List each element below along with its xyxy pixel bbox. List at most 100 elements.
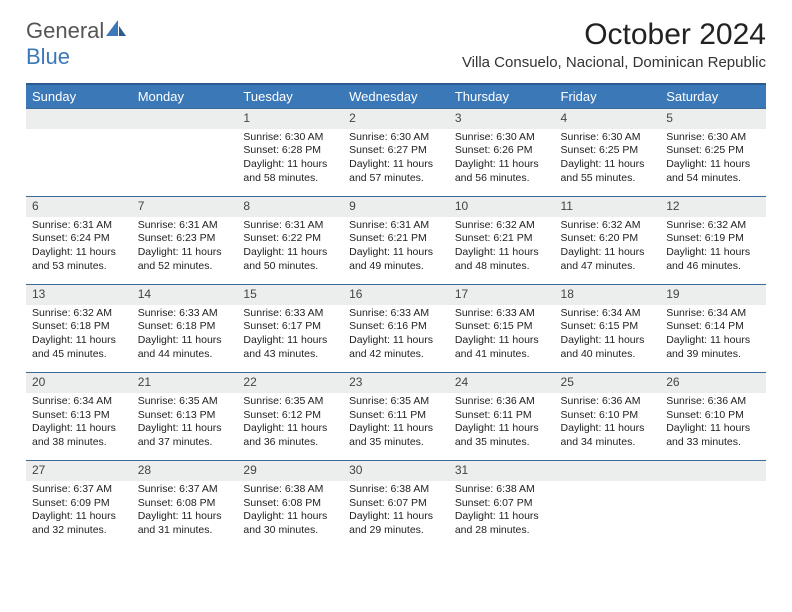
daylight-text: Daylight: 11 hours and 45 minutes.	[32, 334, 126, 361]
day-number: 15	[237, 285, 343, 305]
sunrise-text: Sunrise: 6:36 AM	[666, 395, 760, 409]
day-number: 27	[26, 461, 132, 481]
day-number: 3	[449, 109, 555, 129]
day-cell: Sunrise: 6:38 AMSunset: 6:07 PMDaylight:…	[449, 481, 555, 549]
day-number: 18	[555, 285, 661, 305]
day-cell: Sunrise: 6:30 AMSunset: 6:25 PMDaylight:…	[555, 129, 661, 197]
brand-logo: General Blue	[26, 18, 128, 70]
daynum-row: 2728293031	[26, 461, 766, 481]
day-number	[555, 461, 661, 481]
data-row: Sunrise: 6:34 AMSunset: 6:13 PMDaylight:…	[26, 393, 766, 461]
day-cell: Sunrise: 6:34 AMSunset: 6:15 PMDaylight:…	[555, 305, 661, 373]
sunrise-text: Sunrise: 6:33 AM	[349, 307, 443, 321]
sunrise-text: Sunrise: 6:31 AM	[138, 219, 232, 233]
day-number: 8	[237, 197, 343, 217]
daylight-text: Daylight: 11 hours and 38 minutes.	[32, 422, 126, 449]
daylight-text: Daylight: 11 hours and 40 minutes.	[561, 334, 655, 361]
sunset-text: Sunset: 6:08 PM	[138, 497, 232, 511]
data-row: Sunrise: 6:30 AMSunset: 6:28 PMDaylight:…	[26, 129, 766, 197]
calendar-table: Sunday Monday Tuesday Wednesday Thursday…	[26, 83, 766, 549]
sunset-text: Sunset: 6:11 PM	[349, 409, 443, 423]
daylight-text: Daylight: 11 hours and 46 minutes.	[666, 246, 760, 273]
sunset-text: Sunset: 6:21 PM	[349, 232, 443, 246]
day-number: 7	[132, 197, 238, 217]
day-number: 26	[660, 373, 766, 393]
sunrise-text: Sunrise: 6:33 AM	[455, 307, 549, 321]
brand-part2: Blue	[26, 44, 70, 69]
day-cell: Sunrise: 6:35 AMSunset: 6:11 PMDaylight:…	[343, 393, 449, 461]
sunrise-text: Sunrise: 6:37 AM	[138, 483, 232, 497]
day-number	[26, 109, 132, 129]
daylight-text: Daylight: 11 hours and 33 minutes.	[666, 422, 760, 449]
sunset-text: Sunset: 6:26 PM	[455, 144, 549, 158]
day-number: 19	[660, 285, 766, 305]
sunset-text: Sunset: 6:27 PM	[349, 144, 443, 158]
daylight-text: Daylight: 11 hours and 35 minutes.	[349, 422, 443, 449]
day-cell: Sunrise: 6:33 AMSunset: 6:15 PMDaylight:…	[449, 305, 555, 373]
day-number: 6	[26, 197, 132, 217]
daynum-row: 12345	[26, 109, 766, 129]
daylight-text: Daylight: 11 hours and 50 minutes.	[243, 246, 337, 273]
sunrise-text: Sunrise: 6:34 AM	[561, 307, 655, 321]
day-number: 5	[660, 109, 766, 129]
sunset-text: Sunset: 6:22 PM	[243, 232, 337, 246]
data-row: Sunrise: 6:32 AMSunset: 6:18 PMDaylight:…	[26, 305, 766, 373]
daylight-text: Daylight: 11 hours and 37 minutes.	[138, 422, 232, 449]
day-header: Tuesday	[237, 84, 343, 109]
sunrise-text: Sunrise: 6:36 AM	[455, 395, 549, 409]
sunset-text: Sunset: 6:19 PM	[666, 232, 760, 246]
brand-name: General Blue	[26, 18, 128, 70]
sail-icon	[104, 18, 128, 38]
day-header: Thursday	[449, 84, 555, 109]
daylight-text: Daylight: 11 hours and 34 minutes.	[561, 422, 655, 449]
day-number: 30	[343, 461, 449, 481]
daynum-row: 6789101112	[26, 197, 766, 217]
sunset-text: Sunset: 6:10 PM	[666, 409, 760, 423]
sunset-text: Sunset: 6:24 PM	[32, 232, 126, 246]
sunrise-text: Sunrise: 6:32 AM	[32, 307, 126, 321]
sunset-text: Sunset: 6:15 PM	[561, 320, 655, 334]
sunset-text: Sunset: 6:15 PM	[455, 320, 549, 334]
day-cell: Sunrise: 6:37 AMSunset: 6:09 PMDaylight:…	[26, 481, 132, 549]
sunrise-text: Sunrise: 6:30 AM	[666, 131, 760, 145]
sunset-text: Sunset: 6:07 PM	[349, 497, 443, 511]
daylight-text: Daylight: 11 hours and 53 minutes.	[32, 246, 126, 273]
sunrise-text: Sunrise: 6:30 AM	[243, 131, 337, 145]
sunset-text: Sunset: 6:25 PM	[561, 144, 655, 158]
page-header: General Blue October 2024 Villa Consuelo…	[26, 18, 766, 79]
day-cell: Sunrise: 6:32 AMSunset: 6:21 PMDaylight:…	[449, 217, 555, 285]
day-number: 22	[237, 373, 343, 393]
daylight-text: Daylight: 11 hours and 32 minutes.	[32, 510, 126, 537]
calendar-page: General Blue October 2024 Villa Consuelo…	[0, 0, 792, 549]
day-number: 10	[449, 197, 555, 217]
sunset-text: Sunset: 6:21 PM	[455, 232, 549, 246]
day-number: 1	[237, 109, 343, 129]
sunset-text: Sunset: 6:23 PM	[138, 232, 232, 246]
sunset-text: Sunset: 6:20 PM	[561, 232, 655, 246]
sunrise-text: Sunrise: 6:30 AM	[561, 131, 655, 145]
daylight-text: Daylight: 11 hours and 42 minutes.	[349, 334, 443, 361]
day-number: 17	[449, 285, 555, 305]
sunset-text: Sunset: 6:14 PM	[666, 320, 760, 334]
day-cell: Sunrise: 6:38 AMSunset: 6:08 PMDaylight:…	[237, 481, 343, 549]
sunset-text: Sunset: 6:28 PM	[243, 144, 337, 158]
day-cell: Sunrise: 6:32 AMSunset: 6:18 PMDaylight:…	[26, 305, 132, 373]
day-header-row: Sunday Monday Tuesday Wednesday Thursday…	[26, 84, 766, 109]
day-cell: Sunrise: 6:31 AMSunset: 6:22 PMDaylight:…	[237, 217, 343, 285]
daylight-text: Daylight: 11 hours and 36 minutes.	[243, 422, 337, 449]
day-header: Friday	[555, 84, 661, 109]
day-number	[132, 109, 238, 129]
sunrise-text: Sunrise: 6:36 AM	[561, 395, 655, 409]
day-cell	[660, 481, 766, 549]
sunset-text: Sunset: 6:12 PM	[243, 409, 337, 423]
day-cell: Sunrise: 6:36 AMSunset: 6:10 PMDaylight:…	[555, 393, 661, 461]
location-text: Villa Consuelo, Nacional, Dominican Repu…	[462, 54, 766, 71]
sunrise-text: Sunrise: 6:31 AM	[349, 219, 443, 233]
sunrise-text: Sunrise: 6:32 AM	[666, 219, 760, 233]
sunrise-text: Sunrise: 6:31 AM	[243, 219, 337, 233]
day-number: 20	[26, 373, 132, 393]
daylight-text: Daylight: 11 hours and 44 minutes.	[138, 334, 232, 361]
day-cell: Sunrise: 6:38 AMSunset: 6:07 PMDaylight:…	[343, 481, 449, 549]
day-cell: Sunrise: 6:30 AMSunset: 6:28 PMDaylight:…	[237, 129, 343, 197]
day-cell: Sunrise: 6:31 AMSunset: 6:24 PMDaylight:…	[26, 217, 132, 285]
